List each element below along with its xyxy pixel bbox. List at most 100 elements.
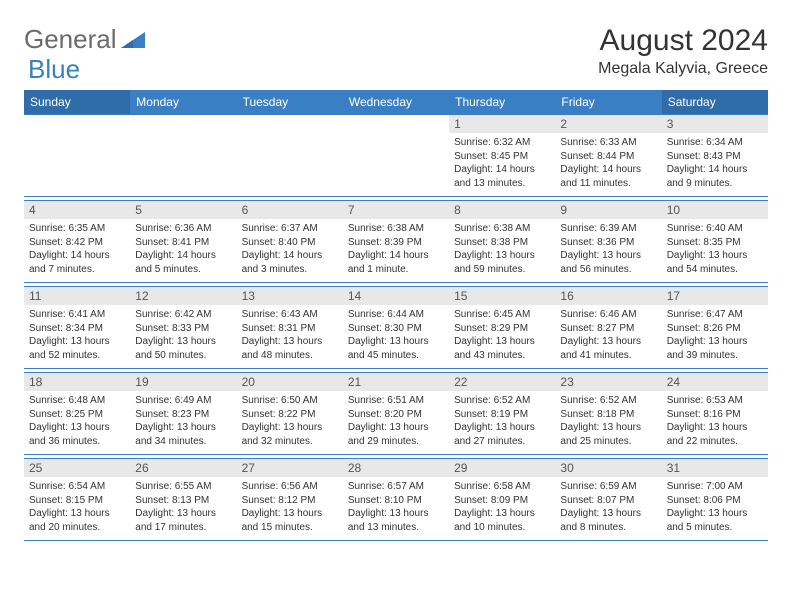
- logo-text-general: General: [24, 24, 117, 55]
- day-number: 16: [555, 287, 661, 305]
- sunset-text: Sunset: 8:18 PM: [560, 408, 656, 422]
- day-number: 3: [662, 115, 768, 133]
- day-number: 27: [237, 459, 343, 477]
- day-details: Sunrise: 6:41 AMSunset: 8:34 PMDaylight:…: [24, 305, 130, 368]
- sunset-text: Sunset: 8:25 PM: [29, 408, 125, 422]
- day-details: Sunrise: 6:58 AMSunset: 8:09 PMDaylight:…: [449, 477, 555, 540]
- sunset-text: Sunset: 8:30 PM: [348, 322, 444, 336]
- day-number: 9: [555, 201, 661, 219]
- sunrise-text: Sunrise: 6:38 AM: [348, 222, 444, 236]
- day-header-saturday: Saturday: [662, 90, 768, 115]
- day-cell: 11Sunrise: 6:41 AMSunset: 8:34 PMDayligh…: [24, 287, 130, 369]
- daylight-text: Daylight: 14 hours and 13 minutes.: [454, 163, 550, 190]
- day-cell: 19Sunrise: 6:49 AMSunset: 8:23 PMDayligh…: [130, 373, 236, 455]
- empty-cell: [24, 115, 130, 197]
- sunset-text: Sunset: 8:27 PM: [560, 322, 656, 336]
- day-details: Sunrise: 6:49 AMSunset: 8:23 PMDaylight:…: [130, 391, 236, 454]
- day-header-wednesday: Wednesday: [343, 90, 449, 115]
- sunset-text: Sunset: 8:29 PM: [454, 322, 550, 336]
- week-row: 11Sunrise: 6:41 AMSunset: 8:34 PMDayligh…: [24, 287, 768, 369]
- day-details: Sunrise: 7:00 AMSunset: 8:06 PMDaylight:…: [662, 477, 768, 540]
- day-number: 25: [24, 459, 130, 477]
- month-title: August 2024: [598, 24, 768, 58]
- day-cell: 15Sunrise: 6:45 AMSunset: 8:29 PMDayligh…: [449, 287, 555, 369]
- day-details: Sunrise: 6:46 AMSunset: 8:27 PMDaylight:…: [555, 305, 661, 368]
- sunset-text: Sunset: 8:45 PM: [454, 150, 550, 164]
- day-header-tuesday: Tuesday: [237, 90, 343, 115]
- sunset-text: Sunset: 8:39 PM: [348, 236, 444, 250]
- day-details: Sunrise: 6:47 AMSunset: 8:26 PMDaylight:…: [662, 305, 768, 368]
- sunset-text: Sunset: 8:36 PM: [560, 236, 656, 250]
- day-header-friday: Friday: [555, 90, 661, 115]
- sunset-text: Sunset: 8:26 PM: [667, 322, 763, 336]
- day-number: 15: [449, 287, 555, 305]
- day-cell: 12Sunrise: 6:42 AMSunset: 8:33 PMDayligh…: [130, 287, 236, 369]
- sunrise-text: Sunrise: 6:59 AM: [560, 480, 656, 494]
- day-cell: 24Sunrise: 6:53 AMSunset: 8:16 PMDayligh…: [662, 373, 768, 455]
- sunrise-text: Sunrise: 6:33 AM: [560, 136, 656, 150]
- day-number: 6: [237, 201, 343, 219]
- day-cell: 25Sunrise: 6:54 AMSunset: 8:15 PMDayligh…: [24, 459, 130, 541]
- day-details: Sunrise: 6:35 AMSunset: 8:42 PMDaylight:…: [24, 219, 130, 282]
- sunrise-text: Sunrise: 6:35 AM: [29, 222, 125, 236]
- day-header-thursday: Thursday: [449, 90, 555, 115]
- sunrise-text: Sunrise: 6:48 AM: [29, 394, 125, 408]
- daylight-text: Daylight: 13 hours and 17 minutes.: [135, 507, 231, 534]
- day-cell: 9Sunrise: 6:39 AMSunset: 8:36 PMDaylight…: [555, 201, 661, 283]
- day-cell: 7Sunrise: 6:38 AMSunset: 8:39 PMDaylight…: [343, 201, 449, 283]
- day-cell: 22Sunrise: 6:52 AMSunset: 8:19 PMDayligh…: [449, 373, 555, 455]
- day-details: Sunrise: 6:37 AMSunset: 8:40 PMDaylight:…: [237, 219, 343, 282]
- sunset-text: Sunset: 8:19 PM: [454, 408, 550, 422]
- day-number: 24: [662, 373, 768, 391]
- sunset-text: Sunset: 8:23 PM: [135, 408, 231, 422]
- day-details: Sunrise: 6:48 AMSunset: 8:25 PMDaylight:…: [24, 391, 130, 454]
- daylight-text: Daylight: 13 hours and 52 minutes.: [29, 335, 125, 362]
- daylight-text: Daylight: 13 hours and 10 minutes.: [454, 507, 550, 534]
- sunrise-text: Sunrise: 6:49 AM: [135, 394, 231, 408]
- day-details: Sunrise: 6:50 AMSunset: 8:22 PMDaylight:…: [237, 391, 343, 454]
- sunrise-text: Sunrise: 6:52 AM: [454, 394, 550, 408]
- sunrise-text: Sunrise: 6:34 AM: [667, 136, 763, 150]
- day-number: 14: [343, 287, 449, 305]
- day-number: 19: [130, 373, 236, 391]
- sunset-text: Sunset: 8:13 PM: [135, 494, 231, 508]
- sunrise-text: Sunrise: 6:51 AM: [348, 394, 444, 408]
- daylight-text: Daylight: 13 hours and 36 minutes.: [29, 421, 125, 448]
- daylight-text: Daylight: 13 hours and 39 minutes.: [667, 335, 763, 362]
- header: General August 2024 Megala Kalyvia, Gree…: [24, 24, 768, 78]
- day-header-sunday: Sunday: [24, 90, 130, 115]
- logo: General: [24, 24, 147, 55]
- sunset-text: Sunset: 8:38 PM: [454, 236, 550, 250]
- day-details: Sunrise: 6:33 AMSunset: 8:44 PMDaylight:…: [555, 133, 661, 196]
- day-cell: 28Sunrise: 6:57 AMSunset: 8:10 PMDayligh…: [343, 459, 449, 541]
- sunrise-text: Sunrise: 6:38 AM: [454, 222, 550, 236]
- day-details: Sunrise: 6:54 AMSunset: 8:15 PMDaylight:…: [24, 477, 130, 540]
- sunrise-text: Sunrise: 6:55 AM: [135, 480, 231, 494]
- day-cell: 30Sunrise: 6:59 AMSunset: 8:07 PMDayligh…: [555, 459, 661, 541]
- day-details: Sunrise: 6:52 AMSunset: 8:18 PMDaylight:…: [555, 391, 661, 454]
- day-number: 31: [662, 459, 768, 477]
- sunrise-text: Sunrise: 6:50 AM: [242, 394, 338, 408]
- day-details: Sunrise: 6:38 AMSunset: 8:39 PMDaylight:…: [343, 219, 449, 282]
- sunrise-text: Sunrise: 6:41 AM: [29, 308, 125, 322]
- day-cell: 20Sunrise: 6:50 AMSunset: 8:22 PMDayligh…: [237, 373, 343, 455]
- day-number: 4: [24, 201, 130, 219]
- daylight-text: Daylight: 14 hours and 9 minutes.: [667, 163, 763, 190]
- daylight-text: Daylight: 13 hours and 8 minutes.: [560, 507, 656, 534]
- day-number: 18: [24, 373, 130, 391]
- daylight-text: Daylight: 13 hours and 22 minutes.: [667, 421, 763, 448]
- daylight-text: Daylight: 13 hours and 20 minutes.: [29, 507, 125, 534]
- daylight-text: Daylight: 13 hours and 48 minutes.: [242, 335, 338, 362]
- day-cell: 2Sunrise: 6:33 AMSunset: 8:44 PMDaylight…: [555, 115, 661, 197]
- day-cell: 13Sunrise: 6:43 AMSunset: 8:31 PMDayligh…: [237, 287, 343, 369]
- day-cell: 16Sunrise: 6:46 AMSunset: 8:27 PMDayligh…: [555, 287, 661, 369]
- day-number: 30: [555, 459, 661, 477]
- daylight-text: Daylight: 13 hours and 43 minutes.: [454, 335, 550, 362]
- sunrise-text: Sunrise: 6:58 AM: [454, 480, 550, 494]
- daylight-text: Daylight: 13 hours and 5 minutes.: [667, 507, 763, 534]
- day-cell: 1Sunrise: 6:32 AMSunset: 8:45 PMDaylight…: [449, 115, 555, 197]
- day-cell: 3Sunrise: 6:34 AMSunset: 8:43 PMDaylight…: [662, 115, 768, 197]
- sunrise-text: Sunrise: 6:42 AM: [135, 308, 231, 322]
- sunrise-text: Sunrise: 6:46 AM: [560, 308, 656, 322]
- day-details: Sunrise: 6:36 AMSunset: 8:41 PMDaylight:…: [130, 219, 236, 282]
